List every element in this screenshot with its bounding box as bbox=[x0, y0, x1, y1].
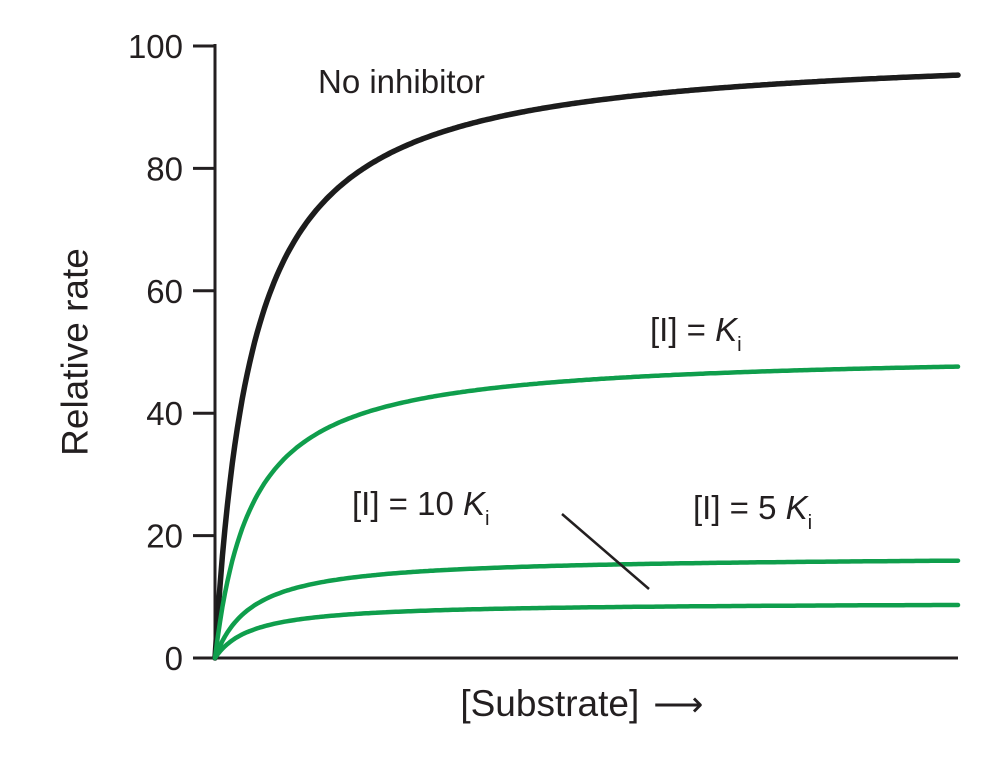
right-arrow-icon: ⟶ bbox=[653, 685, 704, 724]
x-axis-title: [Substrate] ⟶ bbox=[460, 683, 704, 725]
curve-no-inhibitor bbox=[212, 72, 961, 661]
label-10ki-subscript: i bbox=[485, 506, 490, 530]
label-5ki-symbol: K bbox=[785, 489, 808, 526]
y-tick-label: 60 bbox=[146, 273, 183, 310]
label-5ki-subscript: i bbox=[807, 510, 813, 534]
pointer-line-10ki bbox=[561, 513, 650, 590]
y-axis-title-text: Relative rate bbox=[54, 248, 96, 456]
curve-i-5-ki bbox=[212, 558, 961, 661]
y-axis-title: Relative rate bbox=[54, 248, 97, 456]
y-tick-label: 80 bbox=[146, 150, 183, 187]
label-10ki: [I] = 10 Ki bbox=[352, 485, 490, 530]
curve-i-10-ki bbox=[212, 602, 961, 661]
label-ki-subscript: i bbox=[737, 332, 742, 356]
x-axis-title-text: [Substrate] bbox=[460, 683, 640, 724]
label-5ki: [I] = 5 Ki bbox=[693, 489, 813, 534]
y-tick-label: 20 bbox=[146, 518, 183, 555]
label-ki: [I] = Ki bbox=[650, 311, 742, 356]
label-10ki-prefix: [I] = 10 bbox=[352, 485, 463, 522]
y-tick-label: 40 bbox=[146, 395, 183, 432]
label-no-inhibitor: No inhibitor bbox=[318, 63, 485, 100]
curve-i-ki bbox=[212, 364, 961, 661]
y-tick-label: 0 bbox=[165, 640, 183, 677]
label-10ki-symbol: K bbox=[463, 485, 486, 522]
label-no-inhibitor-text: No inhibitor bbox=[318, 63, 485, 100]
y-tick-label: 100 bbox=[128, 28, 183, 65]
label-ki-symbol: K bbox=[715, 311, 738, 348]
label-5ki-prefix: [I] = 5 bbox=[693, 489, 786, 526]
label-ki-prefix: [I] = bbox=[650, 311, 716, 348]
